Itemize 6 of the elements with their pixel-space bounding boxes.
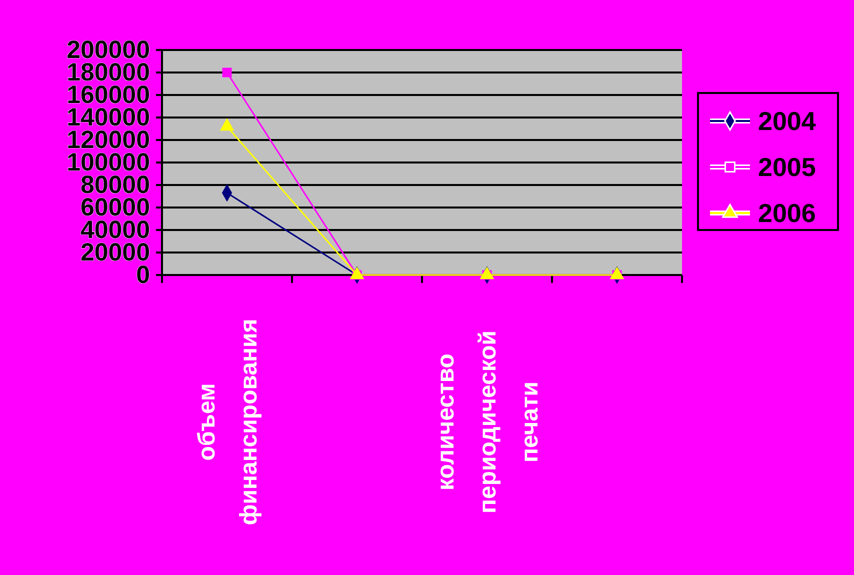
legend-label: 2005 xyxy=(758,152,816,182)
legend-label: 2004 xyxy=(758,106,816,136)
x-tick-label: количество периодической печати xyxy=(432,330,544,514)
x-tick-label: объем финансирования xyxy=(193,318,262,526)
legend-label: 2006 xyxy=(758,198,816,228)
point xyxy=(222,68,232,78)
